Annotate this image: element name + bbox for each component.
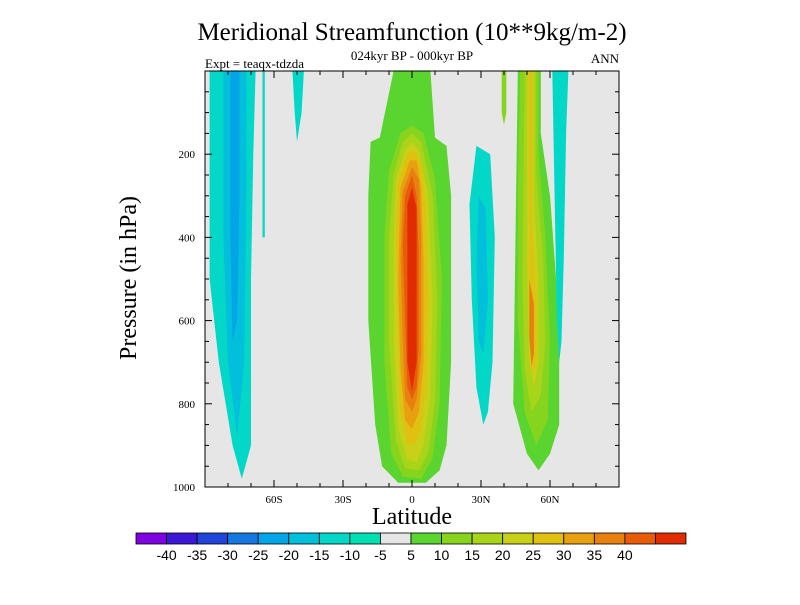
colorbar-label: -5 [374,547,387,563]
colorbar-label: 35 [587,547,603,563]
colorbar-swatch [227,532,259,545]
colorbar-swatch [257,532,290,545]
season-label: ANN [591,51,620,66]
colorbar: -40 -35 -30 -25 -20 -15 -10 -5 5 10 15 20 25 30 35 40 [135,532,687,563]
colorbar-label: -30 [218,547,238,563]
colorbar-swatch [441,532,473,545]
contour-nh-high-band [552,71,569,363]
colorbar-swatch [318,532,351,545]
colorbar-swatch [655,532,687,545]
x-tick-label: 60S [265,494,282,506]
colorbar-label: -15 [309,547,329,563]
contour-regions [209,71,569,483]
colorbar-label: 5 [407,547,415,563]
colorbar-swatch [135,532,167,545]
colorbar-swatch [563,532,595,545]
plot-area [204,70,620,488]
experiment-label: Expt = teaqx-tdzda [205,56,304,71]
axis-ticks: 60S 30S 0 30N 60N 200 400 600 800 1000 [173,71,619,506]
x-tick-label: 30S [334,494,351,506]
colorbar-label: 30 [556,547,572,563]
colorbar-swatch [288,532,320,545]
colorbar-swatch [349,532,381,545]
y-tick-label: 1000 [173,482,196,494]
colorbar-swatch [624,532,656,545]
colorbar-swatch [410,532,442,545]
colorbar-swatch [502,532,534,545]
x-tick-label: 30N [472,494,491,506]
colorbar-swatch [532,532,565,545]
colorbar-swatch [471,532,504,545]
x-axis-label: Latitude [372,504,452,530]
colorbar-label: -10 [340,547,360,563]
colorbar-label: 20 [495,547,511,563]
colorbar-swatch [593,532,626,545]
contour-nh-strip [501,71,507,126]
contour-eq-peak [407,187,417,392]
colorbar-swatch [166,532,198,545]
x-tick-label: 60N [541,494,560,506]
colorbar-swatch [196,532,229,545]
colorbar-label: -20 [279,547,299,563]
y-tick-label: 200 [179,149,196,161]
colorbar-label: -35 [187,547,207,563]
chart-subtitle: 024kyr BP - 000kyr BP [351,48,473,63]
colorbar-label: -25 [248,547,268,563]
y-tick-label: 400 [179,232,196,244]
contour-nh-neg-core [476,195,488,354]
contour-sh-strip [262,71,265,238]
colorbar-label: 15 [464,547,480,563]
contour-sh-small-drip [292,71,304,142]
x-tick-label: 0 [409,494,415,506]
contour-sh-core [230,71,240,342]
chart-title: Meridional Streamfunction (10**9kg/m-2) [197,19,626,46]
y-axis-label: Pressure (in hPa) [116,196,142,360]
y-tick-label: 800 [179,399,196,411]
colorbar-label: 40 [617,547,633,563]
y-tick-label: 600 [179,316,196,328]
colorbar-swatch [380,532,412,545]
colorbar-label: -40 [156,547,176,563]
colorbar-label: 25 [525,547,541,563]
contour-nh-pos-35 [529,279,534,367]
colorbar-label: 10 [434,547,450,563]
